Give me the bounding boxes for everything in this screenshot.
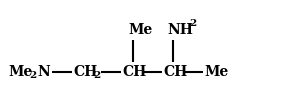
Text: 2: 2: [189, 19, 196, 28]
Text: CH: CH: [122, 65, 146, 79]
Text: Me: Me: [128, 23, 152, 37]
Text: CH: CH: [73, 65, 97, 79]
Text: Me: Me: [204, 65, 228, 79]
Text: Me: Me: [8, 65, 32, 79]
Text: 2: 2: [29, 72, 36, 80]
Text: CH: CH: [163, 65, 187, 79]
Text: 2: 2: [93, 72, 100, 80]
Text: N: N: [37, 65, 50, 79]
Text: NH: NH: [167, 23, 193, 37]
